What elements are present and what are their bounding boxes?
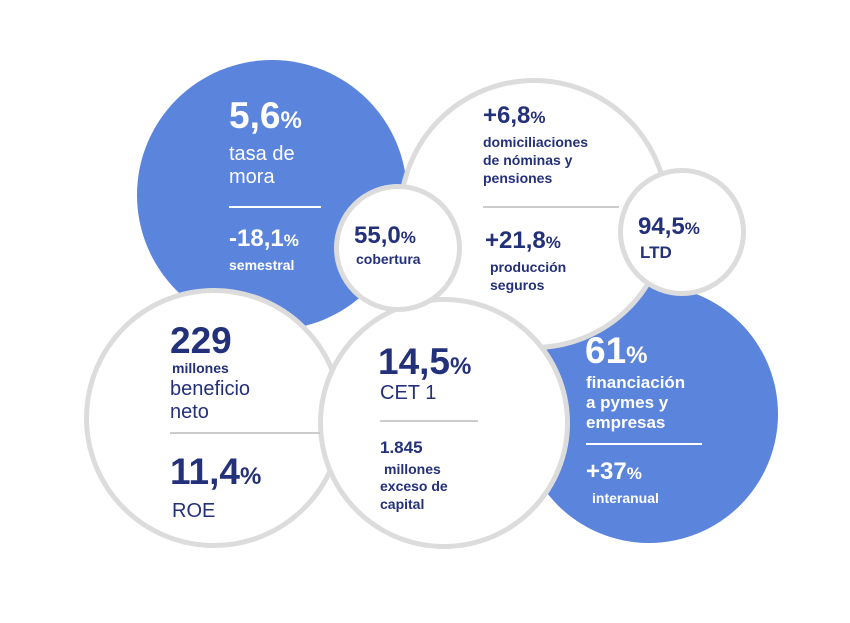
cet1-excess-label-1: exceso de [380, 478, 448, 494]
ltd-bubble [618, 168, 746, 296]
financiacion-change: +37% [586, 458, 642, 485]
roe-label: ROE [172, 500, 216, 522]
ltd-value: 94,5% [638, 213, 700, 240]
domiciliaciones-value: +6,8% [483, 102, 546, 129]
beneficio-divider [170, 432, 320, 434]
tasa-mora-label-2: mora [229, 166, 275, 188]
cet1-value: 14,5% [378, 341, 472, 382]
cet1-divider [380, 420, 478, 422]
cet1-excess-value: 1.845 [380, 438, 423, 457]
seguros-value: +21,8% [485, 227, 561, 254]
ltd-label: LTD [640, 243, 672, 262]
tasa-mora-value: 5,6% [229, 95, 302, 136]
seguros-label-2: seguros [490, 277, 545, 293]
financiacion-label-3: empresas [586, 413, 666, 432]
tasa-mora-divider [229, 206, 321, 208]
cobertura-bubble [334, 184, 462, 312]
financiacion-divider [586, 443, 702, 445]
financiacion-change-label: interanual [592, 490, 659, 506]
tasa-mora-label-1: tasa de [229, 143, 295, 165]
cet1-label: CET 1 [380, 382, 437, 404]
cet1-excess-unit: millones [384, 461, 441, 477]
tasa-mora-change: -18,1% [229, 225, 299, 252]
tasa-mora-change-label: semestral [229, 257, 295, 273]
beneficio-value: 229 [170, 320, 232, 361]
roe-value: 11,4% [170, 451, 262, 492]
domiciliaciones-label-1: domiciliaciones [483, 134, 589, 150]
cobertura-value: 55,0% [354, 222, 416, 249]
domiciliaciones-label-2: de nóminas y [483, 152, 573, 168]
cet1-bubble [318, 297, 570, 549]
seguros-label-1: producción [490, 259, 567, 275]
financiacion-label-2: a pymes y [586, 393, 669, 412]
financiacion-value: 61% [585, 330, 648, 371]
cobertura-label: cobertura [356, 251, 421, 267]
financiacion-label-1: financiación [586, 373, 686, 392]
beneficio-label-1: beneficio [170, 378, 251, 400]
domiciliaciones-label-3: pensiones [483, 170, 553, 186]
beneficio-label-2: neto [170, 401, 209, 423]
domiciliaciones-divider [483, 206, 619, 208]
beneficio-unit: millones [172, 360, 229, 376]
cet1-excess-label-2: capital [380, 496, 425, 512]
